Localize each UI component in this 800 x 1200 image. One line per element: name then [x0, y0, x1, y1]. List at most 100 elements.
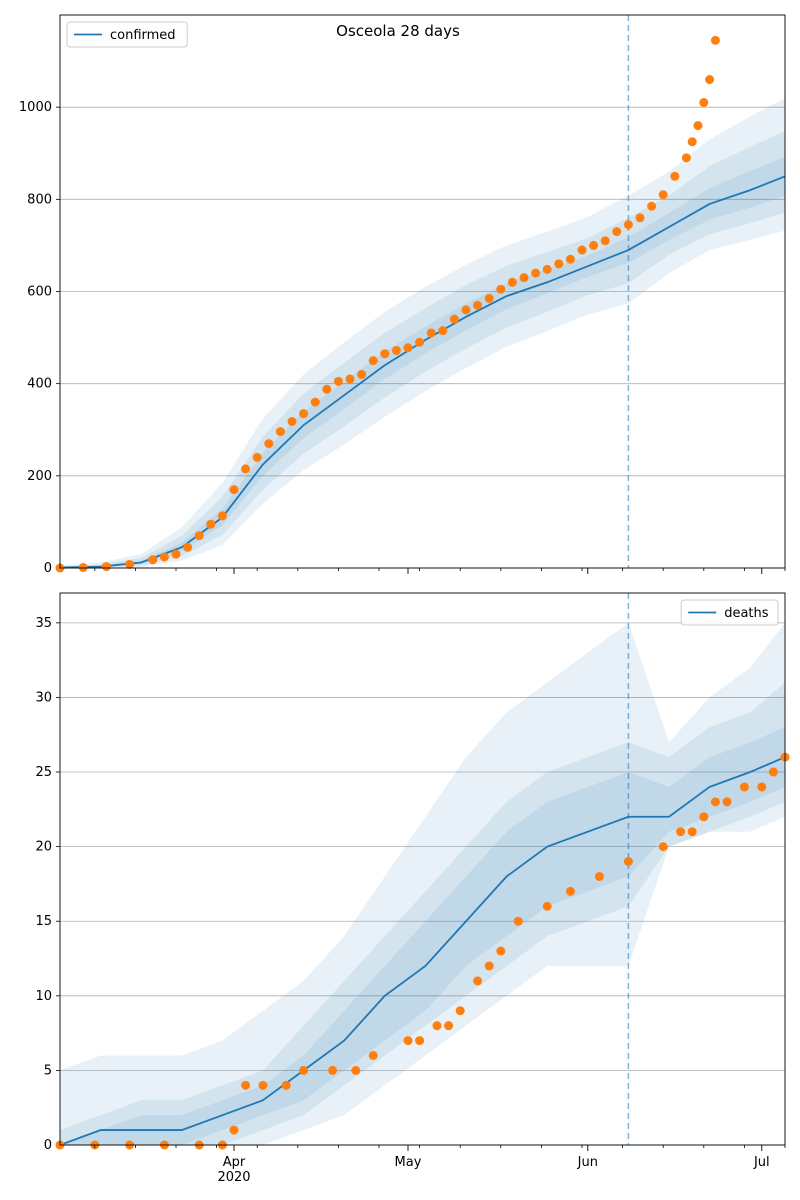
observed-point [403, 1036, 413, 1046]
observed-point [496, 284, 506, 294]
observed-point [757, 782, 767, 792]
observed-point [415, 337, 425, 347]
observed-point [281, 1080, 291, 1090]
observed-point [275, 427, 285, 437]
observed-point [461, 305, 471, 315]
observed-point [432, 1021, 442, 1031]
y-tick-label: 15 [35, 914, 52, 929]
observed-point [78, 563, 88, 573]
observed-point [676, 827, 686, 837]
observed-point [229, 1125, 239, 1135]
y-tick-label: 600 [27, 285, 52, 300]
observed-point [345, 374, 355, 384]
observed-point [380, 349, 390, 359]
y-tick-label: 5 [44, 1063, 52, 1078]
observed-point [299, 409, 309, 419]
observed-point [183, 542, 193, 552]
chart-title: Osceola 28 days [336, 22, 460, 40]
observed-point [125, 559, 135, 569]
y-tick-label: 20 [35, 840, 52, 855]
observed-point [473, 300, 483, 310]
observed-point [357, 369, 367, 379]
observed-point [287, 416, 297, 426]
observed-point [328, 1065, 338, 1075]
band-95 [60, 97, 785, 568]
observed-point [438, 326, 448, 336]
y-tick-label: 0 [44, 561, 52, 576]
observed-point [217, 511, 227, 521]
observed-point [722, 797, 732, 807]
observed-point [687, 827, 697, 837]
observed-point [542, 901, 552, 911]
legend-label: confirmed [110, 28, 176, 43]
observed-point [513, 916, 523, 926]
observed-point [623, 220, 633, 230]
observed-point [310, 397, 320, 407]
observed-point [148, 555, 158, 565]
band-80 [60, 682, 785, 1145]
observed-point [484, 961, 494, 971]
y-tick-label: 200 [27, 469, 52, 484]
observed-point [565, 886, 575, 896]
observed-point [612, 227, 622, 237]
x-tick-label: Apr [223, 1155, 246, 1170]
observed-point [739, 782, 749, 792]
median-line [59, 175, 786, 569]
x-year-label: 2020 [217, 1170, 250, 1185]
observed-point [699, 812, 709, 822]
x-tick-label: Jun [577, 1155, 598, 1170]
observed-point [531, 268, 541, 278]
observed-point [455, 1006, 465, 1016]
observed-point [768, 767, 778, 777]
observed-point [681, 153, 691, 163]
observed-point [594, 871, 604, 881]
median-line [59, 756, 786, 1146]
observed-point [368, 356, 378, 366]
observed-point [658, 190, 668, 200]
observed-point [403, 343, 413, 353]
legend: deaths [680, 599, 779, 626]
observed-point [600, 236, 610, 246]
observed-point [415, 1036, 425, 1046]
observed-point [241, 464, 251, 474]
observed-point [444, 1021, 454, 1031]
observed-point [507, 277, 517, 287]
observed-point [635, 213, 645, 223]
y-tick-label: 800 [27, 192, 52, 207]
observed-point [159, 552, 169, 562]
observed-point [484, 293, 494, 303]
observed-point [554, 259, 564, 269]
observed-point [322, 384, 332, 394]
deaths-panel: 0 5 10 15 20 25 30 35 Apr May Jun Jul 2020 deaths [35, 592, 790, 1185]
observed-point [658, 842, 668, 852]
observed-point [299, 1065, 309, 1075]
observed-point [426, 328, 436, 338]
observed-point [496, 946, 506, 956]
band-50 [60, 727, 785, 1145]
y-tick-label: 30 [35, 690, 52, 705]
observed-point [693, 121, 703, 131]
observed-point [333, 376, 343, 386]
observed-point [687, 137, 697, 147]
observed-point [264, 439, 274, 449]
band-95 [60, 622, 785, 1145]
observed-point [473, 976, 483, 986]
observed-point [101, 562, 111, 572]
y-tick-label: 10 [35, 989, 52, 1004]
axes-frame [59, 14, 786, 569]
x-tick-label: Jul [753, 1155, 770, 1170]
observed-point [577, 245, 587, 255]
x-tick-label: May [395, 1155, 422, 1170]
legend-box [680, 599, 779, 626]
confirmed-panel: 0 200 400 600 800 1000 Osceola 28 days confirme… [19, 14, 786, 576]
legend-label: deaths [724, 606, 769, 621]
y-tick-label: 25 [35, 765, 52, 780]
y-tick-label: 35 [35, 616, 52, 631]
y-tick-label: 0 [44, 1138, 52, 1153]
observed-point [368, 1050, 378, 1060]
observed-point [241, 1080, 251, 1090]
observed-point [449, 314, 459, 324]
observed-point [623, 857, 633, 867]
observed-point [565, 254, 575, 264]
legend-box [66, 21, 188, 48]
